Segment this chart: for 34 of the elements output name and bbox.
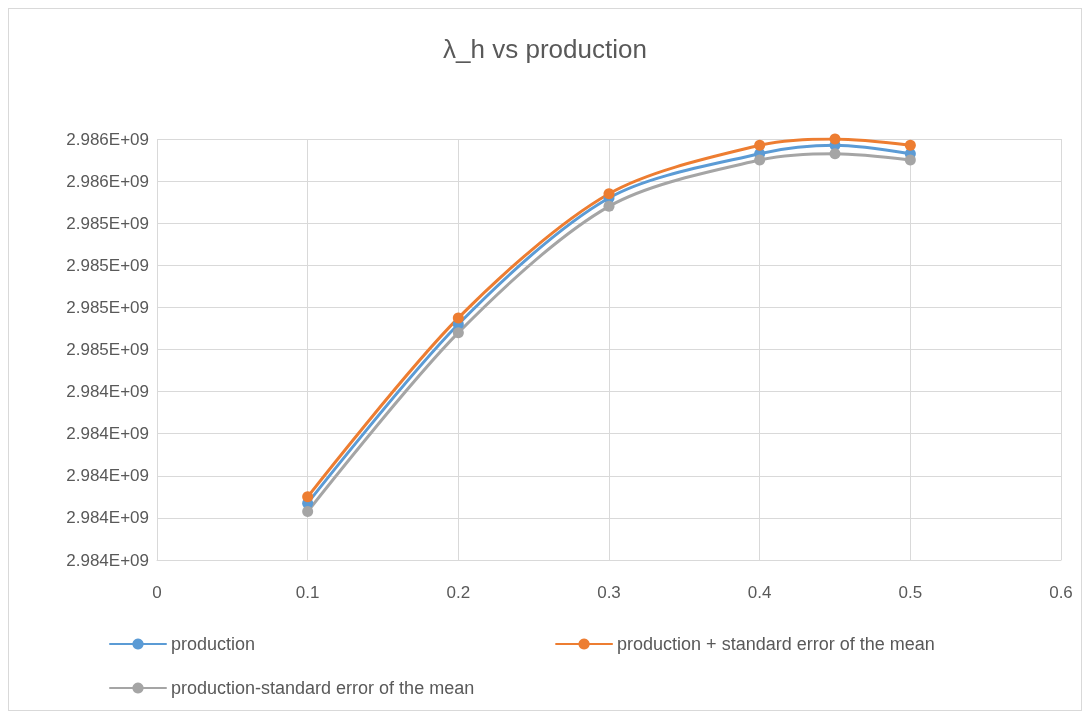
point: [904, 154, 916, 166]
point: [754, 154, 766, 166]
y-tick-label: 2.986E+09: [66, 171, 149, 191]
y-tick-label: 2.984E+09: [66, 508, 149, 528]
point: [302, 506, 314, 518]
point: [452, 312, 464, 324]
x-tick-label: 0.3: [597, 583, 621, 602]
y-tick-label: 2.985E+09: [66, 297, 149, 317]
y-tick-label: 2.985E+09: [66, 255, 149, 275]
y-tick-label: 2.984E+09: [66, 424, 149, 444]
y-tick-label: 2.984E+09: [66, 382, 149, 402]
point: [829, 148, 841, 160]
point: [829, 133, 841, 145]
point: [904, 139, 916, 151]
chart-title: λ_h vs production: [443, 34, 647, 64]
point: [302, 491, 314, 503]
x-tick-label: 0.2: [446, 583, 471, 602]
x-tick-label: 0: [152, 583, 162, 602]
legend-label: production-standard error of the mean: [171, 678, 475, 698]
point: [452, 327, 464, 339]
legend-label: production: [171, 634, 256, 654]
point: [603, 188, 615, 200]
y-tick-label: 2.985E+09: [66, 213, 149, 233]
y-tick-label: 2.984E+09: [66, 466, 149, 486]
x-tick-label: 0.1: [295, 583, 320, 602]
x-tick-label: 0.4: [747, 583, 772, 602]
y-tick-label: 2.985E+09: [66, 340, 149, 359]
x-tick-label: 0.5: [898, 583, 923, 602]
y-tick-label: 2.986E+09: [66, 129, 149, 149]
y-tick-label: 2.984E+09: [66, 550, 149, 570]
point: [754, 139, 766, 151]
legend-label: production + standard error of the mean: [617, 634, 935, 654]
point: [603, 200, 615, 212]
x-tick-label: 0.6: [1049, 583, 1073, 602]
